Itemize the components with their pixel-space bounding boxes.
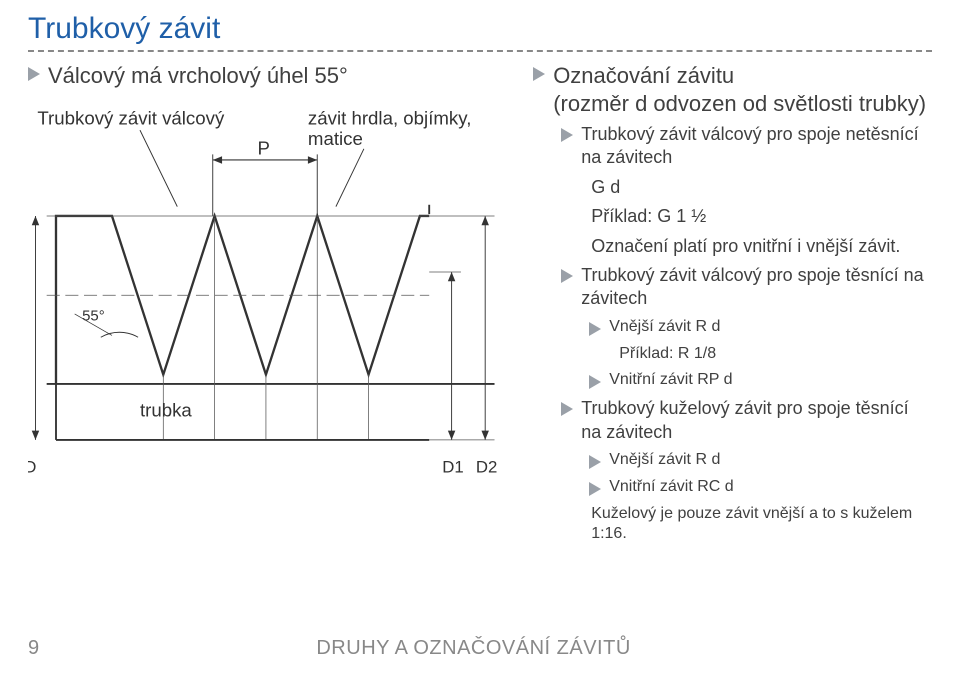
right-heading: Označování závitu — [553, 62, 926, 90]
page-number: 9 — [28, 637, 39, 660]
diagram-label-p: P — [258, 137, 270, 158]
item-1: Trubkový závit válcový pro spoje netěsní… — [581, 123, 932, 170]
item-1a: G d — [591, 176, 620, 199]
bullet-arrow-icon — [561, 128, 573, 142]
diagram-label-d: D — [28, 457, 36, 476]
bullet-arrow-icon — [589, 322, 601, 336]
bullet-arrow-icon — [28, 67, 40, 81]
diagram-label-trubka: trubka — [140, 399, 192, 420]
thread-diagram: Trubkový závit válcový závit hrdla, objí… — [28, 104, 513, 496]
diagram-label-d2: D2 — [476, 457, 497, 476]
item-1b: Příklad: G 1 ½ — [591, 205, 706, 228]
item-3: Trubkový kuželový závit pro spoje těsníc… — [581, 397, 932, 444]
diagram-label-top-right-2: matice — [308, 128, 363, 149]
item-2: Trubkový závit válcový pro spoje těsnící… — [581, 264, 932, 311]
diagram-label-top-right-1: závit hrdla, objímky, — [308, 107, 471, 128]
diagram-label-55: 55° — [82, 307, 105, 324]
right-column: Označování závitu (rozměr d odvozen od s… — [525, 62, 932, 629]
slide-title: Trubkový závit — [28, 12, 932, 46]
bullet-arrow-icon — [533, 67, 545, 81]
bullet-arrow-icon — [589, 375, 601, 389]
diagram-label-d1: D1 — [442, 457, 463, 476]
item-2a: Vnější závit R d — [609, 317, 720, 338]
left-column: Válcový má vrcholový úhel 55° Trubkový z… — [28, 62, 525, 629]
item-2a-example: Příklad: R 1/8 — [619, 344, 716, 365]
footer-title: DRUHY A OZNAČOVÁNÍ ZÁVITŮ — [39, 637, 908, 660]
item-3b: Vnitřní závit RC d — [609, 477, 733, 498]
slide-footer: 9 DRUHY A OZNAČOVÁNÍ ZÁVITŮ — [28, 629, 932, 660]
item-3a: Vnější závit R d — [609, 450, 720, 471]
bullet-arrow-icon — [561, 269, 573, 283]
item-3c: Kuželový je pouze závit vnější a to s ku… — [591, 504, 932, 546]
bullet-arrow-icon — [589, 482, 601, 496]
item-2b: Vnitřní závit RP d — [609, 370, 732, 391]
item-1c: Označení platí pro vnitřní i vnější závi… — [591, 235, 900, 258]
left-heading: Válcový má vrcholový úhel 55° — [48, 62, 348, 90]
diagram-label-top-left: Trubkový závit válcový — [37, 107, 225, 128]
title-divider — [28, 50, 932, 52]
bullet-arrow-icon — [589, 455, 601, 469]
bullet-arrow-icon — [561, 402, 573, 416]
right-heading-sub: (rozměr d odvozen od světlosti trubky) — [553, 90, 926, 118]
